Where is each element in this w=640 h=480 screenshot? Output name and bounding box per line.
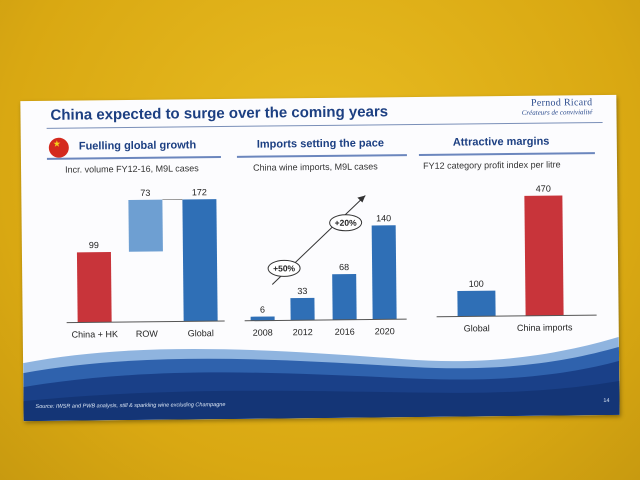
slide-card: China expected to surge over the coming …	[20, 94, 620, 422]
imports-bar	[250, 316, 275, 321]
margin-category-label: Global	[464, 323, 490, 333]
margin-bar	[524, 195, 564, 316]
waterfall-value-label: 99	[89, 240, 99, 250]
growth-annotation-ellipse	[267, 259, 301, 277]
charts-area: 99 China + HK 73 ROW 172 Global 6 2008 33 2012 68 2…	[66, 184, 597, 340]
growth-annotation-label: +50%	[273, 263, 296, 273]
imports-category-label: 2016	[335, 327, 355, 337]
waterfall-category-label: Global	[188, 328, 214, 338]
decorative-wave	[23, 336, 620, 422]
waterfall-value-label: 172	[192, 187, 207, 197]
imports-value-label: 140	[376, 213, 391, 223]
waterfall-bar	[128, 199, 163, 252]
growth-annotation-ellipse	[329, 214, 363, 232]
imports-value-label: 6	[260, 305, 265, 315]
waterfall-bar	[182, 199, 218, 322]
imports-category-label: 2008	[253, 327, 273, 337]
panel-3-baseline	[436, 314, 597, 318]
waterfall-category-label: ROW	[136, 329, 159, 339]
waterfall-bar	[76, 251, 112, 323]
trend-arrowhead	[357, 195, 366, 203]
margin-value-label: 470	[536, 184, 551, 194]
imports-category-label: 2020	[375, 326, 395, 336]
imports-bar	[332, 273, 357, 320]
imports-bar	[371, 225, 397, 320]
page-number: 14	[603, 397, 610, 405]
panel-1-baseline	[66, 320, 225, 324]
imports-category-label: 2012	[293, 327, 313, 337]
imports-value-label: 68	[339, 262, 349, 272]
margin-category-label: China imports	[517, 322, 573, 333]
waterfall-value-label: 73	[140, 188, 150, 198]
margin-value-label: 100	[469, 279, 484, 289]
margin-bar	[457, 290, 496, 317]
growth-annotation-label: +20%	[335, 218, 358, 228]
panel-2-baseline	[244, 318, 407, 322]
imports-bar	[290, 297, 315, 321]
waterfall-category-label: China + HK	[72, 329, 118, 339]
imports-value-label: 33	[297, 286, 307, 296]
